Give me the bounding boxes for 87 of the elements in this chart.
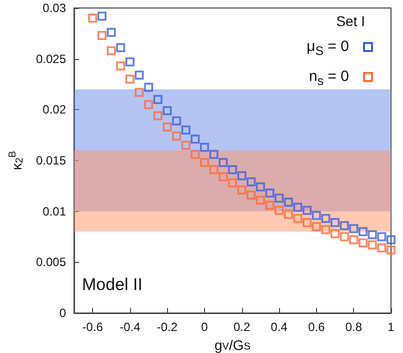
point xyxy=(265,200,274,210)
x-tick-label: -0.6 xyxy=(82,320,104,334)
point xyxy=(116,43,126,52)
point xyxy=(172,132,182,141)
y-tick-label: 0.005 xyxy=(36,255,66,270)
y-tick-label: 0.03 xyxy=(42,1,66,15)
point xyxy=(368,230,377,240)
point xyxy=(181,140,190,150)
point xyxy=(172,116,182,126)
point xyxy=(284,198,293,207)
y-tick-label: 0.02 xyxy=(42,102,66,117)
point xyxy=(386,245,396,254)
point xyxy=(358,238,368,248)
point xyxy=(125,57,134,66)
point xyxy=(377,243,386,252)
point xyxy=(256,182,265,192)
point xyxy=(321,225,330,234)
point xyxy=(349,235,358,244)
x-tick-label: 0.6 xyxy=(308,320,326,334)
legend-label: n$_{s}$ = 0 xyxy=(308,68,349,88)
point xyxy=(218,172,228,182)
point xyxy=(162,122,172,132)
point xyxy=(162,106,172,116)
point xyxy=(144,100,154,110)
point xyxy=(144,82,154,92)
point xyxy=(228,165,237,174)
point xyxy=(228,178,237,188)
point xyxy=(293,202,302,212)
point xyxy=(274,206,284,215)
y-tick-label: 0.015 xyxy=(36,154,66,168)
y-tick-label: 0.025 xyxy=(36,52,66,66)
point xyxy=(134,70,144,80)
y-tick-label: 0.01 xyxy=(42,204,66,218)
x-tick-label: 1 xyxy=(388,320,395,334)
point xyxy=(330,229,340,238)
x-tick-label: 0.2 xyxy=(233,320,250,334)
point xyxy=(265,188,274,198)
point xyxy=(358,227,368,236)
point xyxy=(256,196,265,205)
point xyxy=(106,28,116,37)
point xyxy=(153,95,162,104)
point xyxy=(246,177,256,186)
point xyxy=(181,126,190,134)
point xyxy=(368,240,377,250)
point xyxy=(246,190,256,200)
point xyxy=(190,150,200,159)
point xyxy=(200,142,210,152)
point xyxy=(209,150,218,159)
point xyxy=(312,222,321,232)
point xyxy=(200,158,210,168)
point xyxy=(349,224,358,234)
point xyxy=(125,74,134,84)
point xyxy=(293,214,302,223)
point xyxy=(386,235,396,244)
point xyxy=(97,30,106,40)
x-tick-label: 0.8 xyxy=(345,320,362,334)
y-tick-label: 0 xyxy=(59,306,66,320)
point xyxy=(302,218,312,228)
point xyxy=(274,194,284,203)
point xyxy=(330,218,340,228)
annotation: Model II xyxy=(82,275,142,294)
y-axis-title: κ2B xyxy=(8,150,26,170)
point xyxy=(116,61,126,70)
point xyxy=(88,14,98,23)
point xyxy=(209,165,218,174)
point xyxy=(134,88,144,97)
point xyxy=(106,46,116,56)
point xyxy=(321,214,330,223)
point xyxy=(312,210,321,220)
point xyxy=(190,134,200,144)
point xyxy=(340,232,349,242)
x-tick-label: 0.4 xyxy=(270,320,288,334)
point xyxy=(153,111,162,120)
point xyxy=(237,171,246,180)
point xyxy=(237,185,246,194)
x-tick-label: 0 xyxy=(201,320,208,334)
x-axis-title: gV/GS xyxy=(214,336,251,353)
point xyxy=(97,12,106,21)
x-tick-label: -0.2 xyxy=(156,320,178,334)
legend-title: Set I xyxy=(335,12,366,31)
point xyxy=(218,158,228,168)
legend-label: μ$_{S}$ = 0 xyxy=(306,38,349,58)
x-tick-label: -0.4 xyxy=(120,320,141,334)
point xyxy=(284,210,293,219)
point xyxy=(340,221,349,230)
point xyxy=(377,232,386,242)
point xyxy=(302,206,312,215)
